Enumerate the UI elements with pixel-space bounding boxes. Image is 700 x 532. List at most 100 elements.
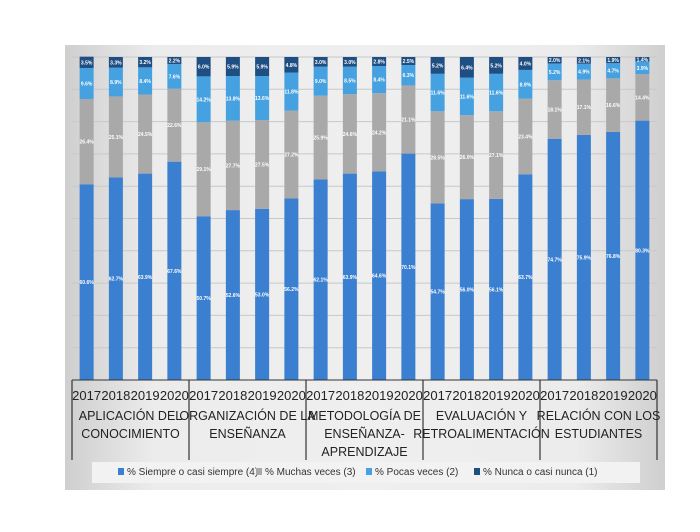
bar-segment [225,57,240,77]
data-label: 80.3% [635,248,650,254]
bar-segment [547,80,562,139]
data-label: 21.1% [401,118,416,124]
data-label: 3.9% [637,66,649,72]
bar-segment [79,56,94,68]
bar-segment [635,120,650,381]
bar-segment [196,216,211,380]
category-label: APLICACIÓN DEL [79,408,183,423]
data-label: 9.0% [315,79,327,85]
bar-segment [430,57,445,74]
data-label: 14.2% [197,97,212,103]
year-tick-label: 2019 [248,388,277,403]
data-label: 6.0% [198,65,210,71]
data-label: 9.6% [81,81,93,87]
year-tick-label: 2020 [160,388,189,403]
data-label: 50.7% [197,296,212,302]
bar-segment [430,203,445,380]
bar-segment [313,57,328,67]
year-tick-label: 2017 [189,388,218,403]
bar-segment [284,198,299,380]
bar-segment [606,63,621,79]
bar-segment [342,94,357,174]
data-label: 26.0% [460,155,475,161]
data-label: 7.6% [169,74,181,80]
bar-segment [401,153,416,380]
data-label: 56.0% [460,288,475,294]
legend-swatch [118,468,124,475]
bar-segment [635,57,650,62]
bar-segment [313,95,328,180]
data-label: 3.0% [344,60,356,66]
data-label: 64.6% [372,274,387,280]
data-label: 4.8% [286,63,298,69]
data-label: 8.4% [139,79,151,85]
legend-swatch [366,468,372,475]
bar-segment [372,66,387,94]
data-label: 62.7% [109,277,124,283]
bar-segment [518,69,533,99]
bar-segment [79,67,94,99]
data-label: 24.5% [138,132,153,138]
year-tick-label: 2018 [452,388,481,403]
data-label: 29.1% [197,167,212,173]
data-label: 63.9% [138,275,153,281]
bar-segment [547,63,562,81]
data-label: 3.0% [315,60,327,66]
bar-segment [138,67,153,95]
bar-segment [576,79,591,135]
data-label: 17.1% [577,105,592,111]
bar-segment [518,174,533,380]
data-label: 53.0% [255,292,270,298]
data-label: 3.3% [110,60,122,66]
bar-segment [167,57,182,65]
year-tick-label: 2018 [335,388,364,403]
bar-segment [459,199,474,380]
category-label: APRENDIZAJE [321,445,407,459]
bar-segment [489,111,504,199]
bar-segment [138,57,153,68]
data-label: 2.0% [549,58,561,64]
chart-frame [65,45,665,490]
bar-segment [138,94,153,174]
data-label: 23.4% [518,134,533,140]
category-label: ENSEÑANZA [209,427,286,441]
bar-segment [255,57,270,77]
data-label: 24.2% [372,130,387,136]
data-label: 70.1% [401,265,416,271]
data-label: 2.5% [403,59,415,65]
bar-segment [459,77,474,116]
bar-segment [518,98,533,175]
year-tick-label: 2020 [628,388,657,403]
bar-segment [108,177,123,380]
data-label: 74.7% [548,257,563,263]
bar-segment [255,208,270,380]
data-label: 5.2% [549,70,561,76]
data-label: 5.9% [256,65,268,71]
data-label: 75.9% [577,255,592,261]
data-label: 5.2% [432,63,444,69]
category-label: METODOLOGÍA DE [308,408,421,423]
data-label: 18.1% [548,107,563,113]
data-label: 25.1% [109,135,124,141]
category-label: RETROALIMENTACIÓN [413,426,550,441]
data-label: 4.0% [520,61,532,67]
data-label: 13.6% [255,96,270,102]
bar-segment [430,73,445,112]
bar-segment [576,134,591,380]
data-label: 76.8% [606,254,621,260]
data-label: 63.7% [518,275,533,281]
data-label: 11.6% [489,91,503,97]
bar-segment [342,57,357,67]
data-label: 67.6% [167,269,182,275]
category-label: RELACIÓN CON LOS [537,408,661,423]
bar-segment [79,98,94,185]
bar-segment [196,76,211,123]
bar-segment [342,66,357,95]
data-label: 4.7% [607,69,619,75]
bar-segment [372,171,387,380]
bar-segment [635,74,650,121]
bar-segment [196,57,211,77]
category-label: ENSEÑANZA- [324,427,405,441]
bar-segment [576,63,591,80]
